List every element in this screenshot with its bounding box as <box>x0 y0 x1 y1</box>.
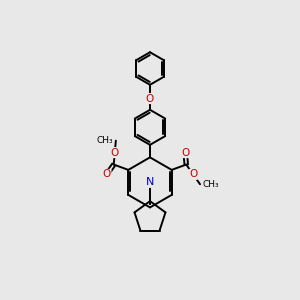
Text: O: O <box>146 94 154 103</box>
Text: O: O <box>181 148 189 158</box>
Text: CH₃: CH₃ <box>97 136 113 145</box>
Text: O: O <box>111 148 119 158</box>
Text: N: N <box>146 177 154 188</box>
Text: O: O <box>189 169 197 179</box>
Text: CH₃: CH₃ <box>202 180 219 189</box>
Text: O: O <box>103 169 111 179</box>
